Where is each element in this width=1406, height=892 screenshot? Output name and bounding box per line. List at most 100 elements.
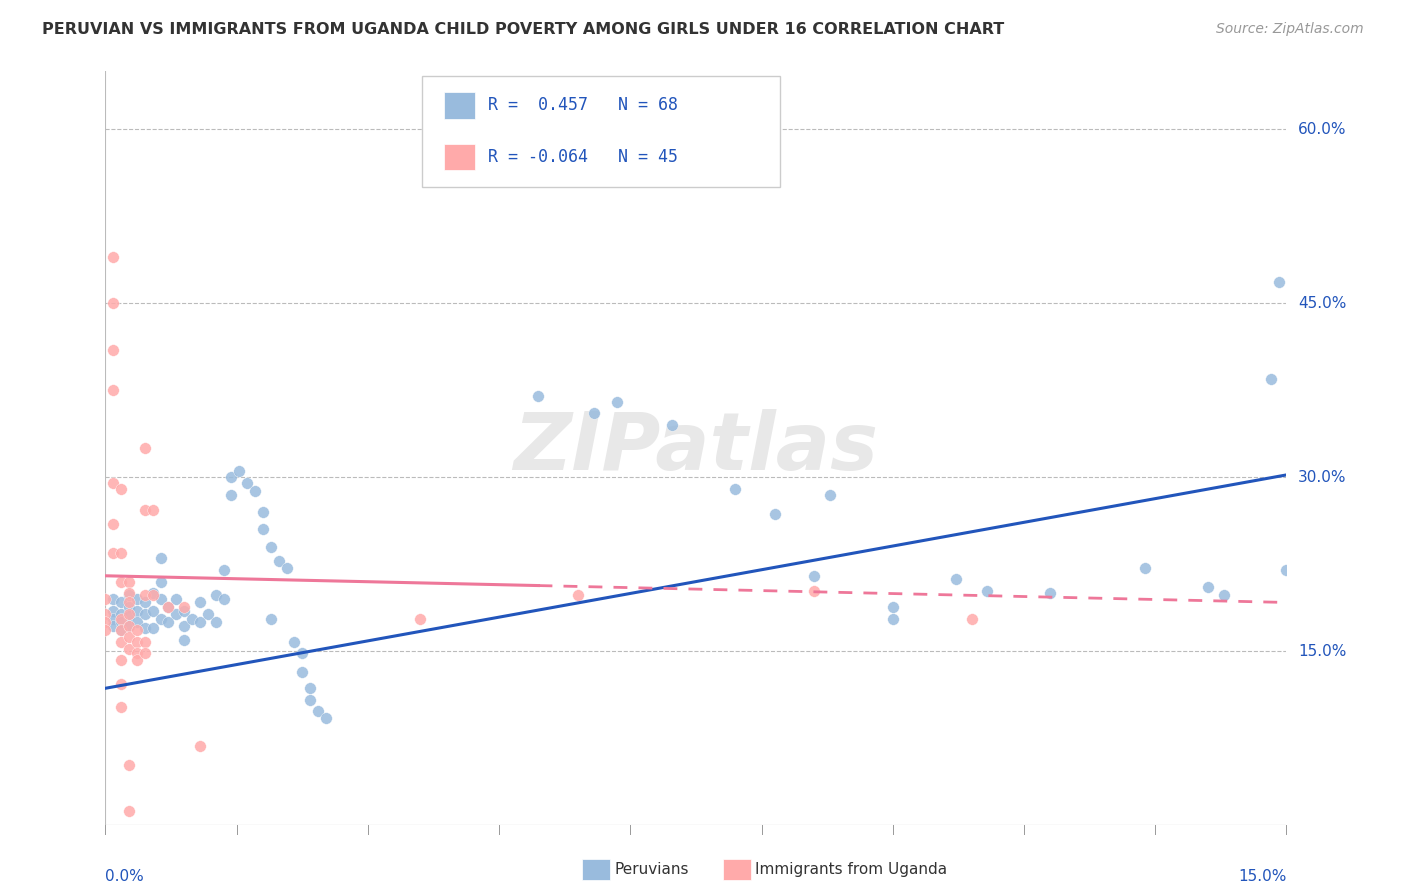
Point: [299, 681, 322, 696]
Point: [283, 635, 305, 649]
Point: [110, 595, 132, 609]
Text: R =  0.457   N = 68: R = 0.457 N = 68: [488, 96, 678, 114]
Text: 30.0%: 30.0%: [1298, 470, 1347, 484]
Point: [299, 693, 322, 707]
Point: [221, 470, 243, 484]
Point: [110, 676, 132, 690]
Point: [276, 560, 298, 574]
Point: [142, 604, 165, 618]
Point: [110, 624, 132, 638]
Text: Peruvians: Peruvians: [614, 863, 689, 877]
Point: [260, 612, 283, 626]
Point: [1133, 560, 1156, 574]
Text: 60.0%: 60.0%: [1298, 122, 1347, 136]
Point: [173, 600, 195, 615]
Point: [125, 635, 148, 649]
Text: R = -0.064   N = 45: R = -0.064 N = 45: [488, 148, 678, 166]
Point: [94, 592, 117, 607]
Point: [142, 589, 165, 603]
Point: [103, 516, 125, 531]
Point: [1260, 372, 1282, 386]
Point: [1275, 563, 1298, 577]
Point: [103, 612, 125, 626]
Point: [118, 757, 141, 772]
Point: [212, 563, 235, 577]
Text: Immigrants from Uganda: Immigrants from Uganda: [755, 863, 948, 877]
Point: [103, 384, 125, 398]
Point: [125, 624, 148, 638]
Point: [882, 600, 904, 615]
Point: [181, 612, 204, 626]
Text: ZIPatlas: ZIPatlas: [513, 409, 879, 487]
Point: [221, 488, 243, 502]
Point: [134, 647, 156, 661]
Point: [110, 699, 132, 714]
Point: [142, 586, 165, 600]
Point: [976, 583, 998, 598]
Point: [173, 632, 195, 647]
Point: [661, 417, 683, 433]
Point: [567, 589, 589, 603]
Point: [1212, 589, 1234, 603]
Point: [110, 615, 132, 630]
Point: [307, 705, 329, 719]
Point: [125, 604, 148, 618]
Point: [291, 647, 314, 661]
Point: [157, 600, 180, 615]
Point: [118, 804, 141, 818]
Point: [125, 647, 148, 661]
Text: PERUVIAN VS IMMIGRANTS FROM UGANDA CHILD POVERTY AMONG GIRLS UNDER 16 CORRELATIO: PERUVIAN VS IMMIGRANTS FROM UGANDA CHILD…: [42, 22, 1004, 37]
Point: [134, 595, 156, 609]
Point: [763, 508, 786, 522]
Point: [94, 607, 117, 621]
Point: [157, 600, 180, 615]
Point: [945, 572, 967, 586]
Point: [118, 609, 141, 624]
Point: [125, 615, 148, 630]
Text: Source: ZipAtlas.com: Source: ZipAtlas.com: [1216, 22, 1364, 37]
Point: [103, 618, 125, 632]
Point: [582, 407, 605, 421]
Point: [149, 574, 172, 589]
Point: [110, 574, 132, 589]
Point: [134, 621, 156, 635]
Text: 0.0%: 0.0%: [105, 869, 145, 884]
Point: [165, 592, 187, 607]
Point: [291, 665, 314, 679]
Point: [149, 612, 172, 626]
Point: [142, 502, 165, 516]
Point: [882, 612, 904, 626]
Point: [118, 589, 141, 603]
Point: [134, 442, 156, 455]
Point: [724, 482, 747, 496]
Point: [118, 586, 141, 600]
Point: [173, 604, 195, 618]
Point: [243, 484, 266, 499]
Point: [118, 600, 141, 615]
Point: [110, 607, 132, 621]
Point: [188, 615, 211, 630]
Point: [315, 711, 337, 725]
Point: [103, 546, 125, 560]
Point: [960, 612, 983, 626]
Point: [157, 615, 180, 630]
Point: [118, 630, 141, 644]
Point: [103, 604, 125, 618]
Point: [260, 540, 283, 554]
Point: [236, 476, 259, 491]
Point: [118, 641, 141, 656]
Point: [118, 618, 141, 632]
Point: [149, 551, 172, 566]
Point: [142, 621, 165, 635]
Point: [110, 635, 132, 649]
Point: [110, 624, 132, 638]
Point: [188, 739, 211, 754]
Point: [118, 574, 141, 589]
Point: [103, 592, 125, 607]
Point: [103, 476, 125, 491]
Point: [527, 389, 550, 403]
Point: [1197, 581, 1219, 595]
Point: [103, 250, 125, 264]
Point: [125, 653, 148, 667]
Point: [267, 554, 290, 568]
